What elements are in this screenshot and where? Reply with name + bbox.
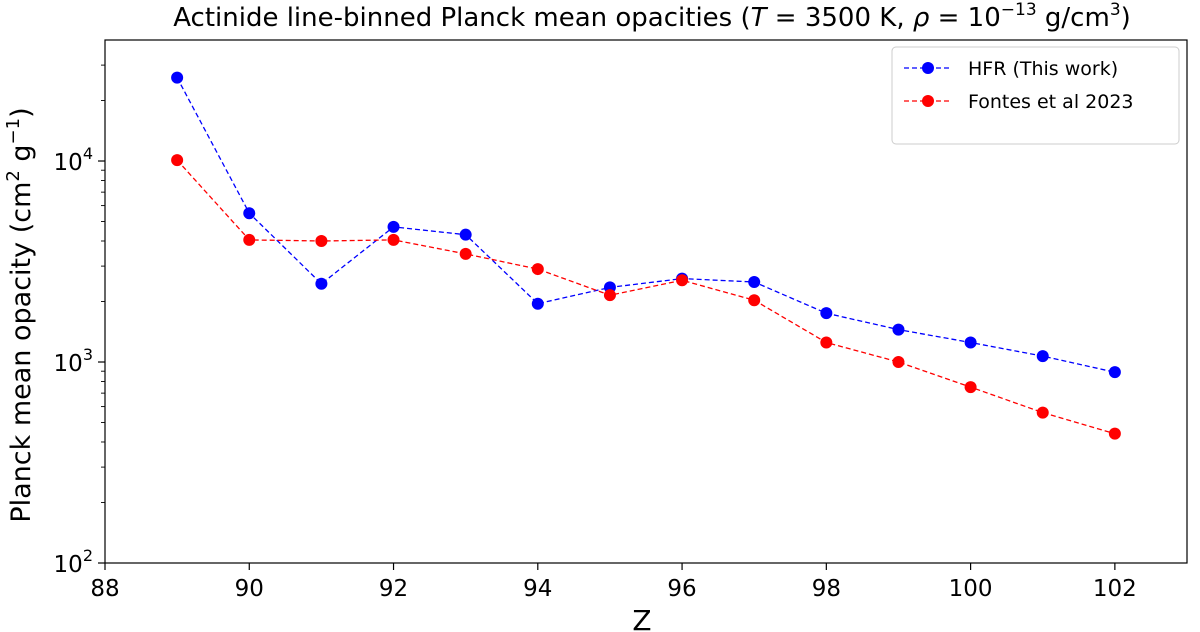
- legend-marker-fontes: [922, 95, 934, 107]
- x-tick-label: 88: [90, 576, 119, 602]
- data-point: [532, 298, 544, 310]
- data-point: [1109, 428, 1121, 440]
- data-point: [1109, 366, 1121, 378]
- data-point: [388, 234, 400, 246]
- data-point: [460, 229, 472, 241]
- data-point: [1037, 350, 1049, 362]
- y-tick-label: 104: [54, 144, 93, 176]
- data-point: [388, 221, 400, 233]
- data-point: [171, 72, 183, 84]
- data-point: [315, 278, 327, 290]
- legend: HFR (This work) Fontes et al 2023: [892, 47, 1179, 144]
- x-tick-label: 96: [667, 576, 696, 602]
- data-point: [676, 274, 688, 286]
- x-tick-label: 102: [1093, 576, 1137, 602]
- y-tick-label: 103: [54, 345, 93, 377]
- data-point: [820, 337, 832, 349]
- data-point: [1037, 407, 1049, 419]
- y-axis-ticks: 102 103 104: [54, 65, 105, 578]
- legend-label-hfr: HFR (This work): [968, 58, 1118, 80]
- data-point: [748, 276, 760, 288]
- x-tick-label: 100: [949, 576, 993, 602]
- x-tick-label: 90: [235, 576, 264, 602]
- data-point: [460, 248, 472, 260]
- data-point: [892, 356, 904, 368]
- data-point: [820, 307, 832, 319]
- x-axis-ticks: 88 90 92 94 96 98 100 102: [90, 563, 1136, 602]
- data-point: [171, 154, 183, 166]
- data-point: [243, 234, 255, 246]
- x-tick-label: 94: [523, 576, 552, 602]
- legend-marker-hfr: [922, 62, 934, 74]
- data-point: [965, 337, 977, 349]
- data-point: [532, 263, 544, 275]
- x-tick-label: 98: [812, 576, 841, 602]
- series-1: [171, 154, 1121, 440]
- y-tick-label: 102: [54, 546, 93, 578]
- y-axis-label: Planck mean opacity (cm2 g−1): [3, 107, 37, 522]
- chart-title: Actinide line-binned Planck mean opaciti…: [173, 0, 1131, 33]
- data-point: [315, 235, 327, 247]
- data-point: [892, 324, 904, 336]
- series-line: [177, 160, 1115, 434]
- x-axis-label: Z: [632, 604, 651, 632]
- data-point: [604, 289, 616, 301]
- data-point: [243, 207, 255, 219]
- legend-label-fontes: Fontes et al 2023: [968, 91, 1134, 113]
- x-tick-label: 92: [379, 576, 408, 602]
- data-point: [965, 381, 977, 393]
- data-point: [748, 294, 760, 306]
